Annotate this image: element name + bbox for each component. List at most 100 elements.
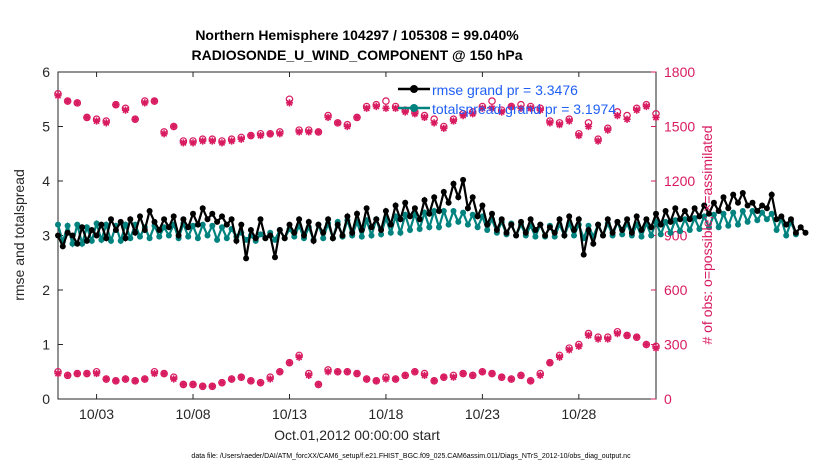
obs-assimilated-point [604,126,612,134]
rmse-point [165,224,172,231]
rmse-point [677,216,684,223]
obs-assimilated-point [92,369,101,378]
rmse-point [59,243,66,250]
obs-assimilated-point [391,375,400,383]
rmse-point [609,229,616,236]
rmse-point [657,221,664,228]
rmse-point [469,194,476,201]
x-axis-ticks: 10/03 10/08 10/13 10/18 10/23 10/28 [79,72,597,422]
obs-assimilated-point [150,97,159,105]
totalspread-point [720,210,727,217]
rmse-point [600,232,606,239]
rmse-point [88,227,95,233]
obs-assimilated-point [334,119,342,127]
right-tick-label: 900 [664,228,688,244]
totalspread-point [387,229,394,236]
obs-assimilated-point [353,369,361,378]
obs-assimilated-point [102,375,110,383]
totalspread-point [681,216,688,223]
obs-assimilated-point [83,113,91,122]
obs-assimilated-point [199,137,207,145]
rmse-point [156,227,163,233]
totalspread-point [127,235,134,242]
rmse-point [788,216,794,223]
rmse-point [662,208,669,214]
obs-assimilated-point [121,375,130,383]
rmse-point [503,229,510,236]
left-axis-ticks: 0 1 2 3 4 5 6 [42,64,63,407]
obs-assimilated-point [536,106,544,114]
rmse-point [508,221,515,228]
obs-assimilated-point [546,119,554,127]
obs-assimilated-point [305,128,313,136]
rmse-point [556,216,563,223]
obs-assimilated-point [401,108,409,116]
rmse-point [513,232,520,239]
rmse-point [638,227,645,233]
obs-assimilated-point [363,375,371,383]
rmse-point [450,180,457,187]
rmse-point [272,254,278,261]
rmse-point [411,205,418,212]
rmse-point [334,221,341,228]
left-tick-label: 2 [42,282,50,298]
totalspread-point [146,235,153,242]
obs-assimilated-point [623,115,631,123]
obs-assimilated-point [256,131,265,140]
rmse-point [773,216,780,223]
totalspread-point [638,233,645,240]
rmse-point [551,229,558,236]
rmse-point [532,227,539,233]
obs-assimilated-point [237,135,245,143]
obs-assimilated-point [420,371,429,379]
obs-assimilated-point [555,121,564,129]
rmse-point [392,202,399,209]
rmse-point [580,251,587,258]
rmse-point [710,199,717,206]
totalspread-point [93,220,100,227]
totalspread-point [725,222,732,229]
obs-assimilated-point [613,112,622,120]
rmse-point [262,235,269,242]
obs-assimilated-point [141,375,149,383]
rmse-point [686,216,693,223]
obs-assimilated-point [401,371,409,379]
totalspread-point [768,210,775,217]
totalspread-point [421,209,428,216]
rmse-point [291,229,298,236]
obs-assimilated-point [160,130,168,138]
legend-rmse-marker [410,85,418,93]
obs-assimilated-point [160,369,168,378]
rmse-point [575,216,582,223]
totalspread-point [219,224,225,231]
rmse-point [402,199,409,206]
totalspread-point [657,231,664,238]
obs-assimilated-point [633,106,641,114]
rmse-point [286,221,293,228]
obs-assimilated-point [218,379,226,387]
rmse-point [792,229,799,236]
rmse-point [387,221,394,228]
x-axis-label: Oct.01,2012 00:00:00 start [274,427,440,443]
totalspread-point [431,208,438,214]
obs-assimilated-point [498,373,506,381]
rmse-point [79,224,86,231]
obs-assimilated-point [633,333,641,341]
rmse-point [175,232,182,239]
obs-assimilated-point [440,124,448,132]
legend-spread-marker [410,104,418,112]
totalspread-point [469,211,476,218]
left-axis-label: rmse and totalspread [11,169,27,301]
totalspread-point [701,213,708,220]
totalspread-point [450,208,457,214]
totalspread-point [585,222,592,229]
obs-assimilated-point [372,102,380,111]
totalspread-point [677,228,684,235]
rmse-point [633,213,640,220]
rmse-point [55,232,61,239]
totalspread-point [735,221,741,228]
rmse-point [180,216,187,223]
totalspread-point [686,227,693,233]
rmse-point [715,208,722,214]
obs-assimilated-point [218,139,226,147]
